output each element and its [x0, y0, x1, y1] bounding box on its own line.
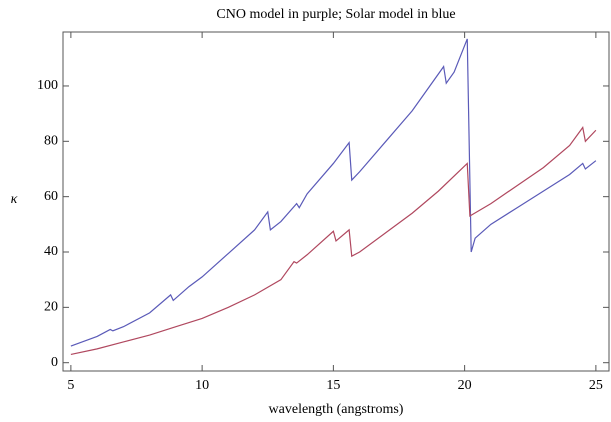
x-tick-label: 5 — [67, 378, 74, 393]
x-tick-label: 25 — [589, 378, 603, 393]
y-tick-label: 0 — [51, 355, 58, 370]
x-tick-label: 15 — [326, 378, 340, 393]
y-axis-label: κ — [11, 192, 18, 207]
x-tick-label: 10 — [195, 378, 209, 393]
y-tick-label: 40 — [44, 244, 58, 259]
y-tick-label: 80 — [44, 134, 58, 149]
plot-frame — [62, 31, 610, 372]
series-line — [70, 125, 597, 355]
y-tick-label: 60 — [44, 189, 58, 204]
y-tick-label: 20 — [44, 300, 58, 315]
y-tick-label: 100 — [37, 78, 58, 93]
x-tick-label: 20 — [458, 378, 472, 393]
series-line — [70, 38, 597, 347]
x-axis-label: wavelength (angstroms) — [269, 402, 404, 417]
chart-title: CNO model in purple; Solar model in blue — [216, 7, 455, 22]
